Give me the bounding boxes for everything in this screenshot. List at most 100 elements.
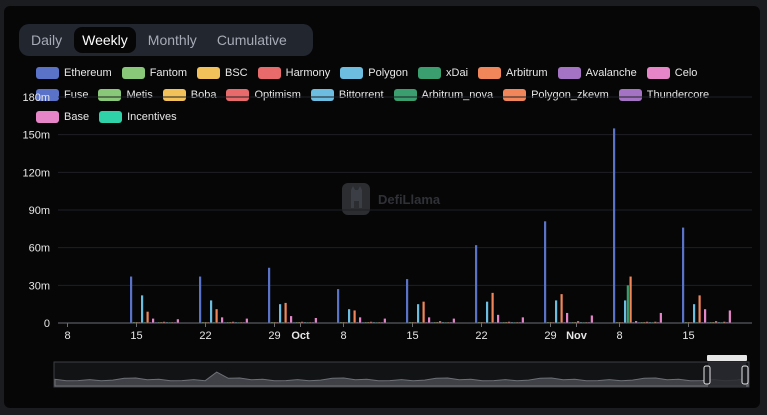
bar-optimism-7[interactable] <box>646 321 649 323</box>
y-tick-label: 60m <box>29 243 50 255</box>
legend-swatch <box>478 66 502 79</box>
bar-polygon-7[interactable] <box>624 300 627 323</box>
legend-item-incentives[interactable]: Incentives <box>99 108 177 125</box>
bar-ethereum-4[interactable] <box>406 279 409 323</box>
bar-arbitrum-2[interactable] <box>284 302 287 323</box>
legend-item-arbitrum[interactable]: Arbitrum <box>478 64 548 81</box>
legend-item-base[interactable]: Base <box>36 108 89 125</box>
bar-base-1[interactable] <box>245 318 248 323</box>
bar-base-0[interactable] <box>176 319 179 323</box>
bar-ethereum-8[interactable] <box>682 227 685 323</box>
bar-base-7[interactable] <box>659 312 662 323</box>
bar-celo-7[interactable] <box>635 321 638 323</box>
bar-polygon-6[interactable] <box>555 300 558 323</box>
tab-monthly[interactable]: Monthly <box>147 32 197 48</box>
bar-optimism-2[interactable] <box>301 321 304 323</box>
legend-item-avalanche[interactable]: Avalanche <box>557 64 637 81</box>
bar-optimism-6[interactable] <box>577 321 580 323</box>
bar-base-5[interactable] <box>521 317 524 323</box>
bar-polygon-1[interactable] <box>210 300 213 323</box>
bar-ethereum-2[interactable] <box>268 267 271 323</box>
tab-cumulative[interactable]: Cumulative <box>216 32 287 48</box>
bar-base-6[interactable] <box>590 315 593 323</box>
bar-arbitrum-0[interactable] <box>146 311 149 323</box>
bar-base-3[interactable] <box>383 318 386 323</box>
bar-polygon-8[interactable] <box>693 304 696 323</box>
bar-ethereum-3[interactable] <box>337 289 340 323</box>
bar-optimism-5[interactable] <box>508 321 511 323</box>
period-tabs: Daily Weekly Monthly Cumulative <box>19 24 313 56</box>
y-tick-label: 90m <box>29 205 50 217</box>
x-tick-label: 15 <box>130 330 142 342</box>
legend-item-ethereum[interactable]: Ethereum <box>36 64 112 81</box>
zoom-slider[interactable] <box>53 355 750 388</box>
bar-arbitrum-8[interactable] <box>698 295 701 323</box>
x-tick-label: 22 <box>475 330 487 342</box>
bar-ethereum-0[interactable] <box>130 276 133 323</box>
bar-polygon-0[interactable] <box>141 295 144 323</box>
zoom-selection[interactable] <box>708 362 746 387</box>
legend-swatch <box>646 66 670 79</box>
y-axis: 0 30m 60m 90m 120m 150m 180m <box>22 92 50 330</box>
bar-celo-5[interactable] <box>497 314 500 323</box>
bar-xdai-7[interactable] <box>626 285 629 323</box>
x-tick-label: 29 <box>268 330 280 342</box>
legend-item-polygon[interactable]: Polygon <box>340 64 408 81</box>
y-tick-label: 30m <box>29 280 50 292</box>
watermark-text: DefiLlama <box>378 191 441 207</box>
bar-arbitrum-7[interactable] <box>629 276 632 323</box>
legend-item-harmony[interactable]: Harmony <box>257 64 330 81</box>
legend-swatch <box>340 66 364 79</box>
y-tick-label: 0 <box>44 318 50 330</box>
bar-base-8[interactable] <box>728 310 731 323</box>
tab-daily[interactable]: Daily <box>31 32 63 48</box>
legend-item-fantom[interactable]: Fantom <box>121 64 187 81</box>
bar-celo-8[interactable] <box>704 309 707 323</box>
zoom-handle-left[interactable] <box>703 365 711 385</box>
x-tick-label: 22 <box>199 330 211 342</box>
bar-optimism-8[interactable] <box>715 321 718 323</box>
bar-arbitrum-5[interactable] <box>491 292 494 323</box>
bar-celo-1[interactable] <box>221 317 224 323</box>
zoom-drag-bar[interactable] <box>707 355 747 361</box>
bar-ethereum-1[interactable] <box>199 276 202 323</box>
legend-swatch <box>36 110 59 123</box>
zoom-overview-area <box>54 371 749 387</box>
bar-polygon-3[interactable] <box>348 309 351 323</box>
legend-label: Incentives <box>127 110 177 123</box>
legend-label: Base <box>64 110 90 123</box>
bar-ethereum-5[interactable] <box>475 245 478 323</box>
bar-celo-6[interactable] <box>566 312 569 323</box>
bar-ethereum-6[interactable] <box>544 221 547 323</box>
bar-arbitrum-6[interactable] <box>560 294 563 323</box>
bar-polygon-5[interactable] <box>486 301 489 323</box>
bar-polygon-zkevm-8[interactable] <box>723 321 726 323</box>
x-tick-label: 29 <box>544 330 556 342</box>
bar-celo-0[interactable] <box>152 318 155 323</box>
legend-item-xdai[interactable]: xDai <box>418 64 468 81</box>
x-tick-label: 8 <box>616 330 622 342</box>
bar-optimism-3[interactable] <box>370 321 373 323</box>
legend-item-bsc[interactable]: BSC <box>197 64 248 81</box>
bar-optimism-4[interactable] <box>439 321 442 323</box>
bar-celo-4[interactable] <box>428 317 431 323</box>
x-tick-label: 8 <box>340 330 346 342</box>
bar-polygon-zkevm-7[interactable] <box>654 321 657 323</box>
legend-item-celo[interactable]: Celo <box>646 64 697 81</box>
bar-optimism-0[interactable] <box>163 321 166 323</box>
bar-polygon-4[interactable] <box>417 304 420 323</box>
bar-celo-2[interactable] <box>290 316 293 323</box>
tab-weekly[interactable]: Weekly <box>74 27 136 53</box>
bar-base-2[interactable] <box>314 317 317 323</box>
bar-celo-3[interactable] <box>359 317 362 323</box>
zoom-handle-right[interactable] <box>741 365 749 385</box>
bar-arbitrum-4[interactable] <box>422 301 425 323</box>
bar-arbitrum-3[interactable] <box>353 310 356 323</box>
legend-swatch <box>36 88 59 101</box>
bar-polygon-2[interactable] <box>279 304 282 323</box>
bar-base-4[interactable] <box>452 318 455 323</box>
bar-optimism-1[interactable] <box>232 321 235 323</box>
bar-arbitrum-1[interactable] <box>215 309 218 323</box>
bar-ethereum-7[interactable] <box>613 128 616 323</box>
